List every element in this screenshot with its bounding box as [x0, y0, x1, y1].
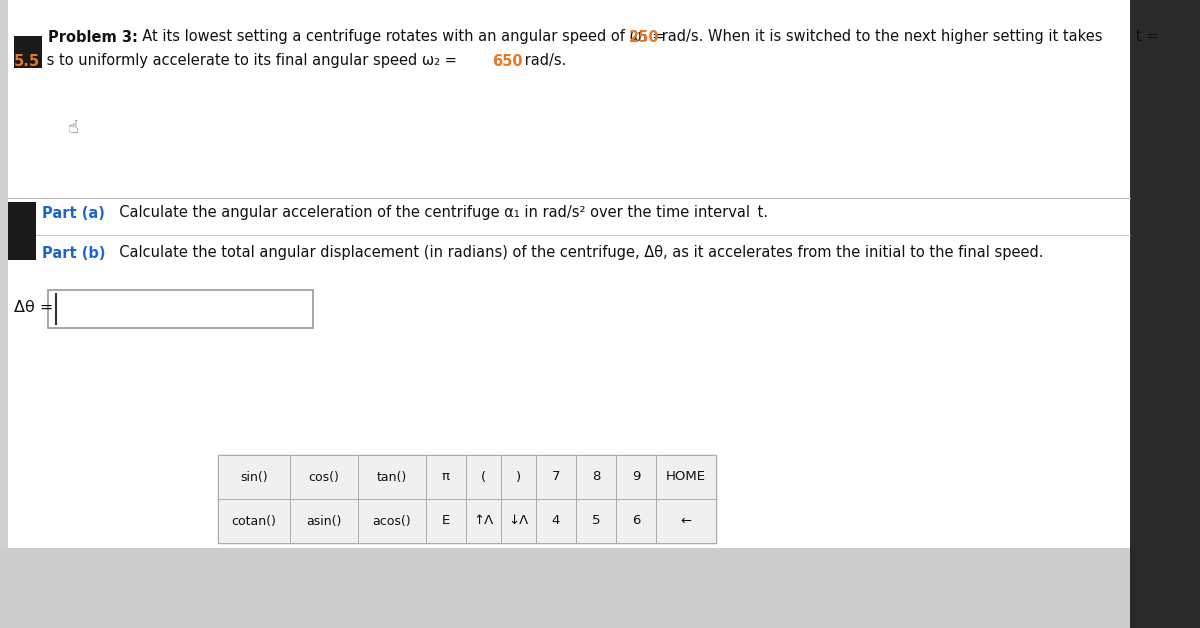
Text: ): ): [516, 470, 521, 484]
Bar: [218, 455, 716, 543]
Text: 5.5: 5.5: [14, 53, 40, 68]
Bar: [290, 455, 358, 499]
Text: Part (b): Part (b): [42, 246, 106, 261]
Text: acos(): acos(): [373, 514, 412, 528]
Text: ↑Λ: ↑Λ: [473, 514, 493, 528]
Text: 650: 650: [492, 53, 523, 68]
Bar: [502, 455, 536, 499]
Bar: [1130, 0, 1200, 628]
Text: Δθ =: Δθ =: [14, 301, 53, 315]
Bar: [0, 548, 1130, 628]
Text: 5: 5: [592, 514, 600, 528]
Bar: [14, 36, 42, 68]
Text: ←: ←: [680, 514, 691, 528]
Bar: [426, 499, 466, 543]
Text: rad/s.: rad/s.: [520, 53, 566, 68]
Text: At its lowest setting a centrifuge rotates with an angular speed of ω₁ =: At its lowest setting a centrifuge rotat…: [133, 30, 670, 45]
Text: sin(): sin(): [240, 470, 268, 484]
Bar: [656, 455, 716, 499]
Bar: [576, 455, 616, 499]
Bar: [0, 0, 8, 548]
Bar: [576, 499, 616, 543]
Bar: [218, 455, 290, 499]
Bar: [536, 499, 576, 543]
Text: Calculate the angular acceleration of the centrifuge α₁ in rad/s² over the time : Calculate the angular acceleration of th…: [110, 205, 768, 220]
Bar: [48, 290, 313, 328]
Bar: [0, 0, 1200, 30]
Text: cos(): cos(): [308, 470, 340, 484]
Text: cotan(): cotan(): [232, 514, 276, 528]
Bar: [8, 202, 36, 260]
Text: 7: 7: [552, 470, 560, 484]
Text: (: (: [481, 470, 486, 484]
Text: asin(): asin(): [306, 514, 342, 528]
Bar: [466, 455, 502, 499]
Bar: [502, 499, 536, 543]
Bar: [358, 499, 426, 543]
Bar: [218, 499, 290, 543]
Bar: [656, 499, 716, 543]
Text: 6: 6: [632, 514, 640, 528]
Text: 4: 4: [552, 514, 560, 528]
Text: 8: 8: [592, 470, 600, 484]
Text: π: π: [442, 470, 450, 484]
Text: 9: 9: [632, 470, 640, 484]
Bar: [358, 455, 426, 499]
Bar: [426, 455, 466, 499]
Text: Part (a): Part (a): [42, 205, 104, 220]
Bar: [536, 455, 576, 499]
Text: Problem 3:: Problem 3:: [48, 30, 138, 45]
Bar: [0, 0, 1130, 548]
Text: tan(): tan(): [377, 470, 407, 484]
Text: s to uniformly accelerate to its final angular speed ω₂ =: s to uniformly accelerate to its final a…: [42, 53, 462, 68]
Bar: [616, 455, 656, 499]
Text: HOME: HOME: [666, 470, 706, 484]
Text: ↓Λ: ↓Λ: [509, 514, 529, 528]
Text: Calculate the total angular displacement (in radians) of the centrifuge, Δθ, as : Calculate the total angular displacement…: [110, 246, 1044, 261]
Text: 250: 250: [629, 30, 660, 45]
Bar: [616, 499, 656, 543]
Bar: [466, 499, 502, 543]
Text: rad/s. When it is switched to the next higher setting it takes           t =: rad/s. When it is switched to the next h…: [658, 30, 1158, 45]
Text: ☝: ☝: [68, 119, 79, 137]
Bar: [290, 499, 358, 543]
Text: E: E: [442, 514, 450, 528]
